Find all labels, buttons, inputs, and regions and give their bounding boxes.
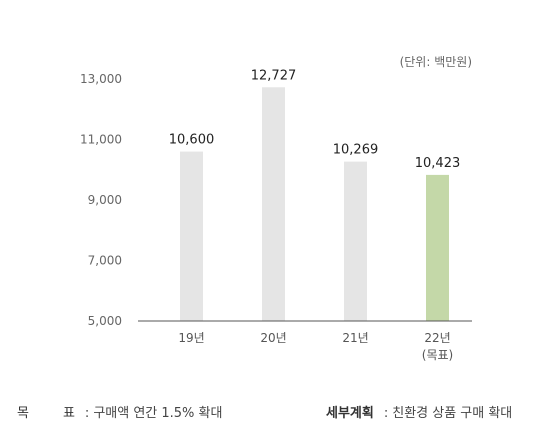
footer-goal: 목표: 구매액 연간 1.5% 확대	[17, 402, 222, 421]
data-labels: 10,600 12,727 10,269 10,423	[169, 68, 461, 171]
footer-plan-text: 친환경 상품 구매 확대	[392, 406, 513, 421]
y-tick-label: 5,000	[88, 314, 122, 328]
footer-plan-sep: :	[383, 406, 389, 421]
y-tick-label: 11,000	[80, 133, 122, 147]
unit-label: (단위: 백만원)	[400, 55, 472, 69]
category-labels: 19년 20년 21년 22년 (목표)	[178, 331, 453, 362]
data-label-1: 10,600	[169, 133, 215, 148]
y-axis-ticks: 5,000 7,000 9,000 11,000 13,000	[80, 72, 122, 328]
category-label-1: 19년	[178, 331, 204, 345]
bar-1	[180, 151, 203, 321]
data-label-4: 10,423	[415, 156, 461, 171]
category-label-4: 22년 (목표)	[422, 331, 453, 362]
data-label-2: 12,727	[251, 68, 297, 83]
category-label-2: 20년	[260, 331, 286, 345]
data-label-3: 10,269	[333, 143, 379, 158]
bar-2	[262, 87, 285, 322]
bar-chart: (단위: 백만원) 5,000 7,000 9,000 11,000 13,000 10…	[80, 55, 472, 362]
footer-plan-key: 세부계획	[326, 406, 374, 421]
footer-goal-sep: :	[84, 406, 90, 421]
y-tick-label: 7,000	[88, 254, 122, 268]
footer-goal-text: 구매액 연간 1.5% 확대	[93, 406, 223, 421]
category-label-3: 21년	[342, 331, 368, 345]
footer-goal-key: 목표	[17, 406, 109, 421]
bar-4	[426, 174, 449, 321]
footer-plan: 세부계획: 친환경 상품 구매 확대	[326, 402, 512, 421]
bar-3	[344, 161, 367, 321]
y-tick-label: 13,000	[80, 72, 122, 86]
bars	[180, 87, 449, 322]
y-tick-label: 9,000	[88, 193, 122, 207]
